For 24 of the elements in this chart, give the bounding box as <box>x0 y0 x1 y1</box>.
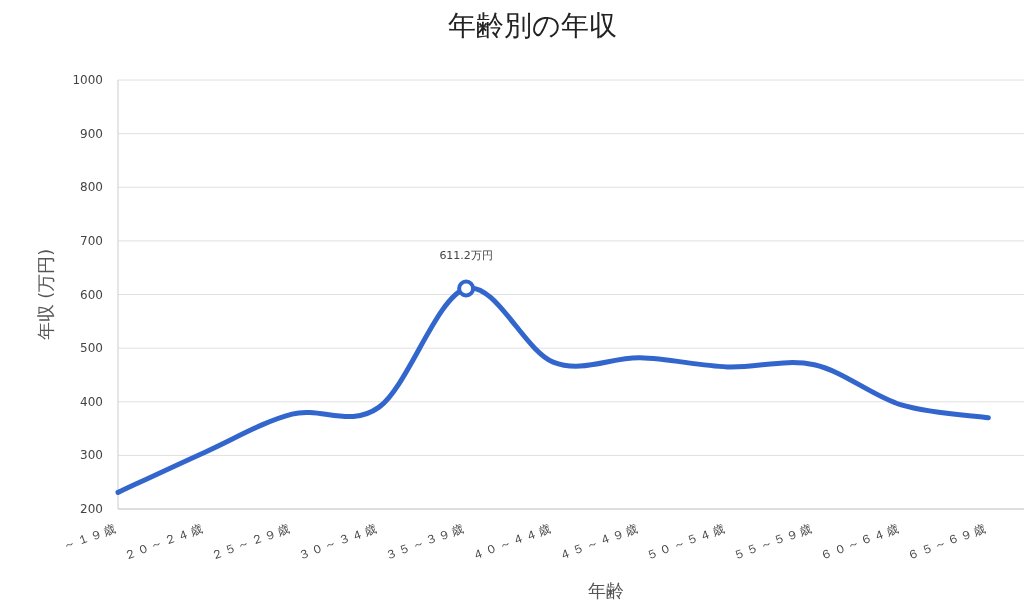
annotation: 611.2万円 <box>439 249 493 263</box>
y-tick-label: 400 <box>80 394 103 409</box>
x-tick-label: ～１９歳 <box>61 520 120 553</box>
y-tick-label: 800 <box>80 180 103 195</box>
x-tick-label: ５５～５９歳 <box>731 520 816 563</box>
x-axis-title: 年齢 <box>588 580 624 601</box>
y-tick-label: 700 <box>80 233 103 248</box>
x-tick-label: ６５～６９歳 <box>905 520 990 563</box>
y-tick-label: 200 <box>80 502 103 516</box>
y-tick-label: 500 <box>80 341 103 356</box>
x-tick-label: ４５～４９歳 <box>557 520 642 563</box>
y-axis-title: 年収 (万円) <box>35 248 56 341</box>
x-tick-label: ５０～５４歳 <box>644 520 729 563</box>
x-tick-label: ２０～２４歳 <box>122 520 207 563</box>
y-tick-label: 300 <box>80 448 103 463</box>
x-tick-label: ２５～２９歳 <box>209 520 294 563</box>
y-tick-label: 600 <box>80 287 103 302</box>
x-tick-label: ３０～３４歳 <box>296 520 381 563</box>
x-tick-label: ４０～４４歳 <box>470 520 555 563</box>
x-tick-label: ３５～３９歳 <box>383 520 468 563</box>
x-tick-label: ６０～６４歳 <box>818 520 903 563</box>
y-tick-label: 900 <box>80 126 103 141</box>
chart-title: 年齢別の年収 <box>447 9 617 42</box>
y-tick-label: 1000 <box>72 73 103 87</box>
